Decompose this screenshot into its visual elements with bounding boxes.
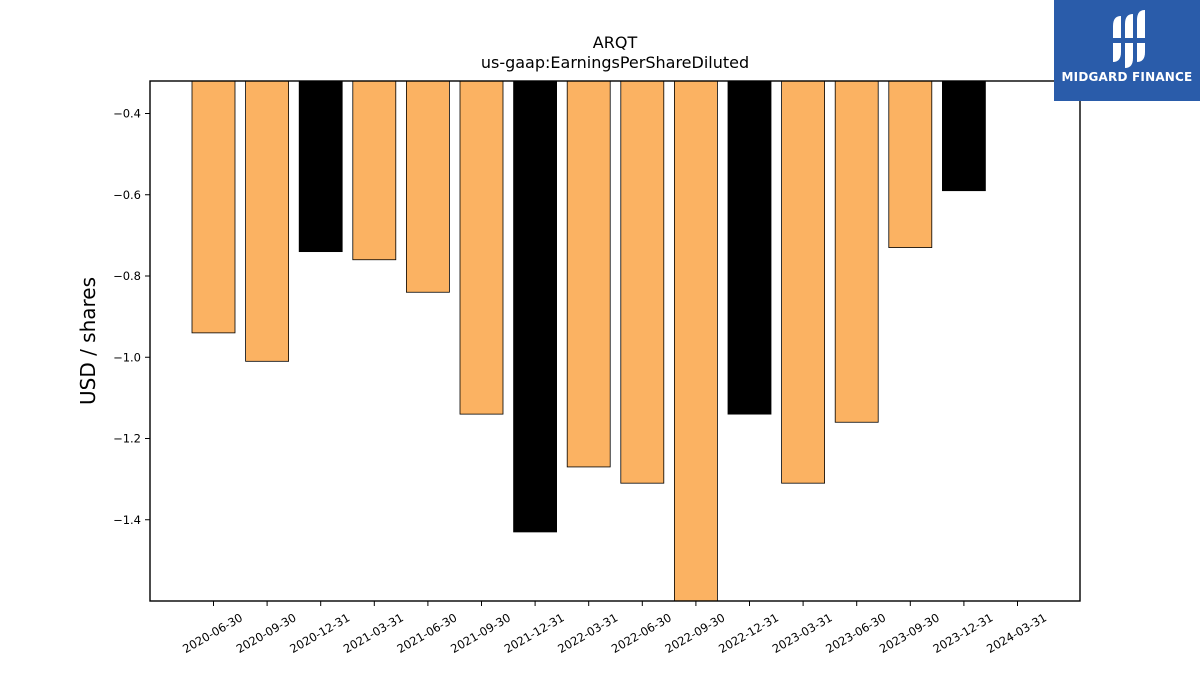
y-tick-label: −0.6 [113,188,141,202]
bar-2022-09-30 [674,80,718,602]
y-axis-label: USD / shares [76,277,100,405]
bar-2023-06-30 [834,80,879,423]
y-axis: −0.4 −0.6 −0.8 −1.0 −1.2 −1.4 [113,107,150,527]
x-tick-label: 2021-12-31 [502,610,567,656]
bar-2021-09-30 [459,80,504,415]
bar-2022-12-31 [727,80,772,415]
bar-2023-09-30 [888,80,933,248]
x-tick-label: 2022-03-31 [555,610,620,656]
x-tick-label: 2024-03-31 [984,610,1049,656]
x-tick-label: 2023-09-30 [877,610,942,656]
x-tick-label: 2021-09-30 [448,610,513,656]
chart-title: ARQT [593,33,638,52]
x-tick-label: 2021-06-30 [395,610,460,656]
chart-subtitle: us-gaap:EarningsPerShareDiluted [481,53,749,72]
bar-2021-06-30 [405,80,450,293]
y-tick-label: −1.2 [113,432,141,446]
brand-logo: MIDGARD FINANCE [1054,0,1200,101]
x-tick-label: 2022-06-30 [609,610,674,656]
midgard-logo-icon [1111,10,1147,68]
x-tick-label: 2020-12-31 [287,610,352,656]
x-tick-label: 2023-06-30 [823,610,888,656]
bar-2022-06-30 [620,80,665,484]
x-tick-label: 2020-09-30 [234,610,299,656]
bar-2023-03-31 [781,80,825,484]
brand-name: MIDGARD FINANCE [1061,70,1193,84]
x-tick-label: 2020-06-30 [180,610,245,656]
y-tick-label: −1.4 [113,513,141,527]
x-axis: 2020-06-302020-09-302020-12-312021-03-31… [180,601,1049,656]
plot-frame [149,80,1081,602]
y-tick-label: −0.8 [113,269,141,283]
bar-2020-12-31 [298,80,343,253]
bar-2023-12-31 [942,80,986,192]
bars-group [191,80,986,602]
x-tick-label: 2023-03-31 [770,610,835,656]
bar-2020-06-30 [191,80,236,334]
y-tick-label: −0.4 [113,107,141,121]
bar-2021-03-31 [352,80,397,261]
y-tick-label: −1.0 [113,350,141,364]
bar-2021-12-31 [513,80,557,533]
bar-2022-03-31 [566,80,611,468]
x-tick-label: 2021-03-31 [341,610,406,656]
x-tick-label: 2022-12-31 [716,610,781,656]
x-tick-label: 2023-12-31 [931,610,996,656]
x-tick-label: 2022-09-30 [663,610,728,656]
bar-2020-09-30 [245,80,290,362]
